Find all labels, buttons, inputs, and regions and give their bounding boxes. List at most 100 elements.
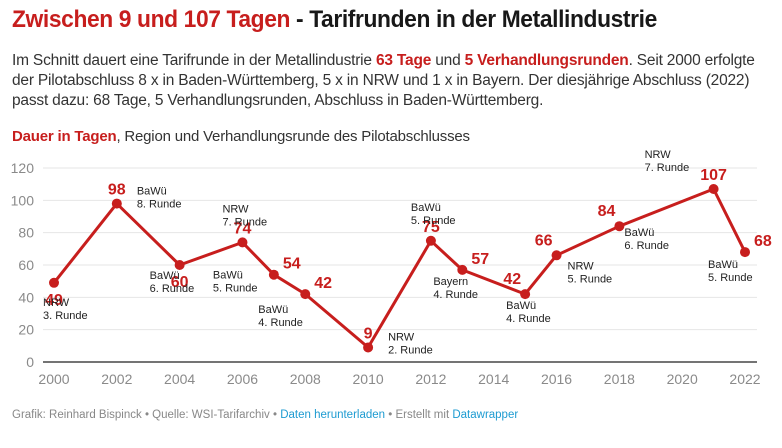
data-label: 42 (503, 271, 521, 288)
data-point (268, 269, 279, 280)
annotation-region: NRW (43, 297, 70, 309)
annotation-round: 4. Runde (258, 317, 303, 329)
x-tick-label: 2002 (101, 371, 132, 387)
data-point (111, 198, 122, 209)
annotation-round: 4. Runde (506, 313, 551, 325)
annotation-region: Bayern (433, 276, 468, 288)
annotation-region: BaWü (213, 270, 243, 282)
chart-title: Zwischen 9 und 107 Tagen - Tarifrunden i… (12, 6, 657, 34)
data-point (237, 237, 248, 248)
annotation-region: BaWü (150, 270, 180, 282)
data-point (708, 184, 719, 195)
annotation-region: NRW (568, 260, 595, 272)
data-label: 60 (171, 274, 189, 291)
data-point (174, 260, 185, 270)
x-axis-ticks: 2000 2002 2004 2006 2008 2010 2012 2014 2016 2018… (38, 371, 760, 387)
footer-source: Quelle: WSI-Tarifarchiv (152, 409, 270, 421)
x-tick-label: 2010 (353, 371, 384, 387)
data-label: 42 (314, 275, 332, 292)
y-tick-label: 80 (18, 225, 34, 241)
x-tick-label: 2022 (729, 371, 760, 387)
y-tick-label: 120 (11, 160, 35, 176)
data-point (740, 247, 750, 258)
x-tick-label: 2016 (541, 371, 572, 387)
data-point (363, 342, 374, 353)
data-point (457, 264, 468, 275)
footer: Grafik: Reinhard Bispinck • Quelle: WSI-… (12, 409, 518, 421)
footer-separator: • (385, 409, 396, 421)
subtitle-highlight: Dauer in Tagen (12, 128, 117, 145)
title-rest: - Tarifrunden in der Metallindustrie (290, 6, 657, 33)
annotation-round: 8. Runde (137, 199, 182, 211)
annotation-round: 7. Runde (645, 162, 690, 174)
x-tick-label: 2012 (415, 371, 446, 387)
data-label: 66 (535, 232, 553, 249)
x-tick-label: 2018 (604, 371, 635, 387)
annotation-round: 5. Runde (568, 273, 613, 285)
x-tick-label: 2008 (290, 371, 321, 387)
download-data-link[interactable]: Daten herunterladen (280, 409, 386, 421)
annotation-round: 4. Runde (433, 289, 478, 301)
data-label: 49 (45, 292, 63, 309)
data-label: 9 (364, 325, 373, 342)
desc-text-1: Im Schnitt dauert eine Tarifrunde in der… (12, 52, 376, 69)
annotation-region: BaWü (258, 304, 288, 316)
annotation-region: NRW (388, 331, 415, 343)
desc-highlight-rounds: 5 Verhandlungsrunden (464, 52, 629, 69)
annotation-region: BaWü (137, 186, 167, 198)
data-label: 84 (598, 203, 616, 220)
annotation-region: BaWü (411, 202, 441, 214)
y-tick-label: 0 (26, 354, 34, 370)
footer-separator: • (141, 409, 153, 421)
x-tick-label: 2000 (38, 371, 69, 387)
title-highlight: Zwischen 9 und 107 Tagen (12, 6, 291, 33)
series-line (52, 187, 747, 349)
x-tick-label: 2014 (478, 371, 509, 387)
annotation-round: 7. Runde (222, 216, 267, 228)
y-tick-label: 60 (18, 257, 34, 273)
annotation-region: NRW (222, 203, 249, 215)
footer-separator: • (269, 409, 281, 421)
data-label: 98 (108, 182, 126, 199)
data-point (520, 289, 531, 300)
data-point (425, 235, 436, 246)
desc-highlight-days: 63 Tage (375, 52, 432, 69)
data-label: 75 (422, 219, 440, 236)
data-point (49, 277, 59, 288)
annotation-region: BaWü (624, 227, 654, 239)
data-point (300, 289, 311, 300)
annotation-round: 5. Runde (708, 272, 753, 284)
data-label: 68 (754, 233, 772, 250)
data-label: 57 (471, 251, 489, 268)
subtitle-rest: , Region und Verhandlungsrunde des Pilot… (116, 128, 470, 145)
data-label: 74 (234, 220, 252, 237)
chart-description: Im Schnitt dauert eine Tarifrunde in der… (12, 51, 772, 111)
x-tick-label: 2020 (667, 371, 698, 387)
annotation-round: 5. Runde (411, 215, 456, 227)
data-point (614, 221, 625, 232)
footer-credit: Grafik: Reinhard Bispinck (12, 409, 142, 421)
data-point (551, 250, 562, 261)
annotation-round: 3. Runde (43, 310, 88, 322)
data-points (49, 184, 750, 353)
datawrapper-link[interactable]: Datawrapper (452, 409, 519, 421)
footer-made-with: Erstellt mit (395, 409, 453, 421)
gridlines (43, 167, 757, 331)
annotation-round: 6. Runde (624, 240, 669, 252)
y-tick-label: 20 (18, 322, 34, 338)
data-label: 54 (283, 256, 301, 273)
data-labels: 49 98 60 74 54 42 9 75 57 42 66 84 107 68 (45, 167, 772, 342)
annotation-region: NRW (645, 149, 672, 161)
y-axis-ticks: 0 20 40 60 80 100 120 (11, 160, 35, 370)
annotation-round: 2. Runde (388, 344, 433, 356)
annotation-round: 5. Runde (213, 283, 258, 295)
x-tick-label: 2004 (164, 371, 195, 387)
annotation-region: BaWü (506, 300, 536, 312)
desc-text-2: und (431, 52, 465, 69)
y-tick-label: 40 (18, 289, 34, 305)
chart-subtitle: Dauer in Tagen, Region und Verhandlungsr… (12, 128, 470, 145)
annotation-region: BaWü (708, 259, 738, 271)
x-tick-label: 2006 (227, 371, 258, 387)
